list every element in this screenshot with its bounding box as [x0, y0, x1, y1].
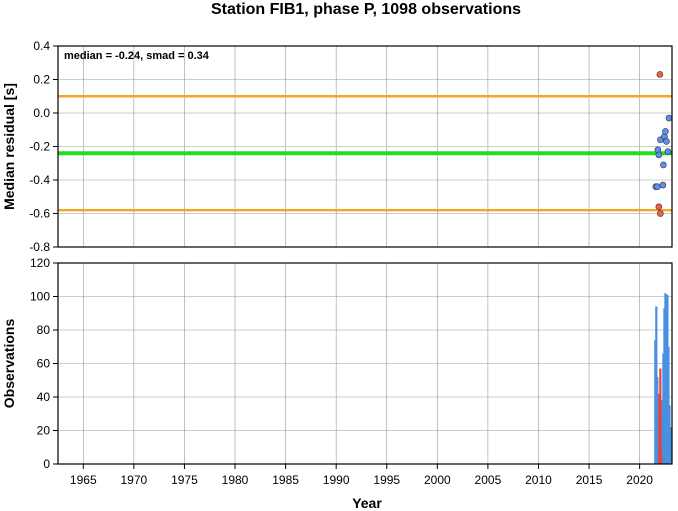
residual-y-ticks: -0.8 -0.6 -0.4 -0.2 0.0 0.2 0.4	[29, 39, 58, 254]
observations-grid	[58, 262, 672, 465]
observations-y-axis-label: Observations	[1, 319, 17, 409]
residual-point	[657, 210, 664, 217]
residual-y-tick-label: -0.6	[29, 207, 50, 221]
observations-panel: 0 20 40 60 80 100 120 1965 1970 1975 1980 1985 1990…	[1, 256, 673, 511]
year-x-axis-label: Year	[352, 495, 382, 511]
residual-reference-lines	[58, 95, 672, 212]
residual-y-tick-label: 0.0	[33, 106, 50, 120]
observations-y-tick-label: 20	[37, 424, 51, 438]
year-x-tick-label: 1990	[323, 473, 350, 487]
residual-point	[655, 203, 663, 211]
observations-y-tick-label: 100	[30, 290, 50, 304]
year-x-tick-label: 1985	[272, 473, 299, 487]
stats-annotation: median = -0.24, smad = 0.34	[64, 50, 210, 62]
residual-point	[663, 138, 670, 145]
observations-y-ticks: 0 20 40 60 80 100 120	[30, 256, 58, 471]
residual-point	[664, 148, 672, 155]
observations-y-tick-label: 60	[37, 357, 51, 371]
year-x-tick-label: 1975	[171, 473, 198, 487]
year-x-tick-label: 1970	[121, 473, 148, 487]
residual-y-tick-label: -0.8	[29, 240, 50, 254]
year-x-tick-label: 1995	[373, 473, 400, 487]
year-x-ticks: 1965 1970 1975 1980 1985 1990 1995 2000 2005 2010…	[70, 464, 653, 487]
residual-point	[656, 71, 664, 78]
observations-y-tick-label: 120	[30, 256, 50, 270]
observation-bar	[669, 427, 672, 464]
residual-y-axis-label: Median residual [s]	[1, 83, 17, 210]
observations-y-tick-label: 80	[37, 323, 51, 337]
residual-y-tick-label: 0.2	[33, 73, 50, 87]
residual-y-tick-label: -0.4	[29, 173, 50, 187]
year-x-tick-label: 2005	[475, 473, 502, 487]
residual-panel: -0.8 -0.6 -0.4 -0.2 0.0 0.2 0.4 median = -0.24…	[1, 39, 673, 254]
year-x-tick-label: 2010	[525, 473, 552, 487]
observation-bar	[659, 452, 663, 464]
year-x-tick-label: 2015	[576, 473, 603, 487]
residual-y-tick-label: 0.4	[33, 39, 50, 53]
year-x-tick-label: 2000	[424, 473, 451, 487]
observation-bars	[654, 293, 672, 464]
year-x-tick-label: 1965	[70, 473, 97, 487]
residual-points	[652, 71, 673, 217]
observations-y-tick-label: 0	[43, 457, 50, 471]
observation-bar	[659, 368, 662, 464]
residual-point	[660, 161, 667, 169]
residual-point	[659, 181, 667, 189]
observation-bar	[660, 400, 663, 464]
residual-y-tick-label: -0.2	[29, 140, 50, 154]
residual-point	[654, 183, 661, 190]
chart-title: Station FIB1, phase P, 1098 observations	[211, 1, 521, 18]
residual-point	[662, 128, 669, 135]
year-x-tick-label: 1980	[222, 473, 249, 487]
year-x-tick-label: 2020	[626, 473, 653, 487]
residual-point	[655, 151, 663, 159]
residual-grid	[58, 45, 672, 248]
observations-y-tick-label: 40	[37, 390, 51, 404]
residual-point	[665, 114, 673, 122]
